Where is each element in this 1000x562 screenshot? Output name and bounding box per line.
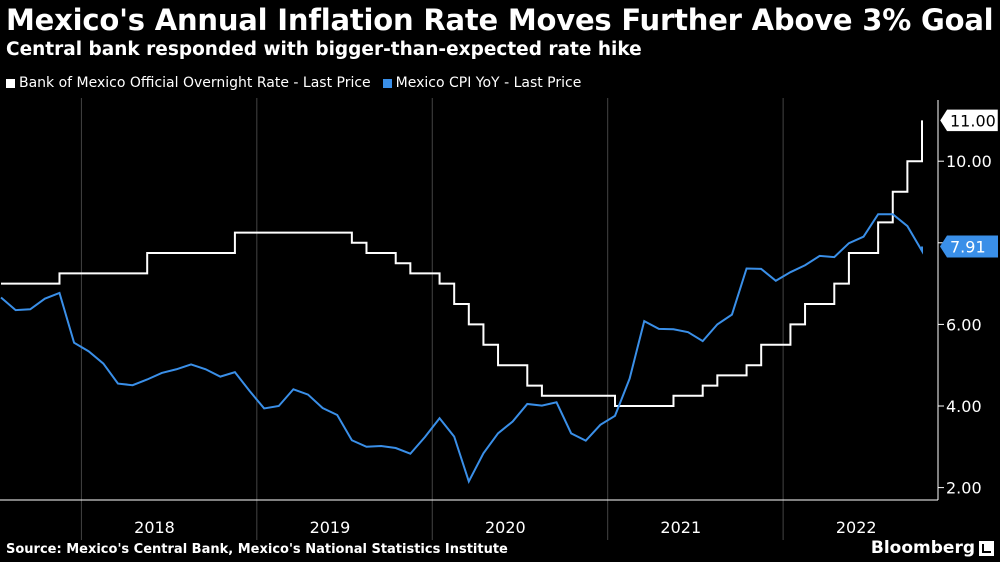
- last-value-tag-cpi: 7.91: [940, 235, 998, 258]
- series-layer: [0, 120, 923, 485]
- legend-label-cpi: Mexico CPI YoY - Last Price: [395, 75, 582, 91]
- x-tick-label-2021: 2021: [660, 518, 701, 537]
- bloomberg-chart-icon: [979, 540, 994, 556]
- legend-item-rate: Bank of Mexico Official Overnight Rate -…: [6, 75, 371, 91]
- legend-swatch-cpi: [382, 78, 392, 88]
- series-line-overnight-rate: [1, 120, 923, 407]
- y-tick-label-2: 6.00: [946, 315, 982, 334]
- x-axis-ticks: 2018 2019 2020 2021 2022: [134, 518, 876, 537]
- y-tick-label-1: 4.00: [946, 397, 982, 416]
- last-value-label-rate: 11.00: [950, 111, 996, 130]
- x-tick-label-2019: 2019: [310, 518, 351, 537]
- y-axis-ticks: 2.00 4.00 6.00 10.00: [938, 152, 992, 498]
- x-tick-label-2022: 2022: [836, 518, 877, 537]
- y-tick-label-0: 2.00: [946, 479, 982, 498]
- brand-name: Bloomberg: [870, 538, 975, 558]
- chart-subtitle: Central bank responded with bigger-than-…: [6, 39, 642, 60]
- series-line-cpi-yoy: [0, 213, 923, 485]
- last-value-tag-rate: 11.00: [939, 109, 999, 132]
- chart-legend: Bank of Mexico Official Overnight Rate -…: [6, 75, 593, 91]
- legend-swatch-rate: [6, 78, 15, 88]
- chart-title: Mexico's Annual Inflation Rate Moves Fur…: [6, 3, 994, 37]
- x-tick-label-2018: 2018: [134, 518, 175, 537]
- last-value-tags: 11.00 7.91: [939, 109, 999, 258]
- legend-item-cpi: Mexico CPI YoY - Last Price: [382, 75, 582, 91]
- brand-logo: Bloomberg: [871, 538, 994, 558]
- year-separators: [80, 98, 784, 540]
- y-tick-label-4: 10.00: [946, 152, 992, 171]
- x-tick-label-2020: 2020: [485, 518, 526, 537]
- last-value-label-cpi: 7.91: [950, 237, 986, 256]
- legend-label-rate: Bank of Mexico Official Overnight Rate -…: [19, 75, 371, 91]
- axes: [0, 100, 939, 501]
- source-note: Source: Mexico's Central Bank, Mexico's …: [6, 542, 508, 557]
